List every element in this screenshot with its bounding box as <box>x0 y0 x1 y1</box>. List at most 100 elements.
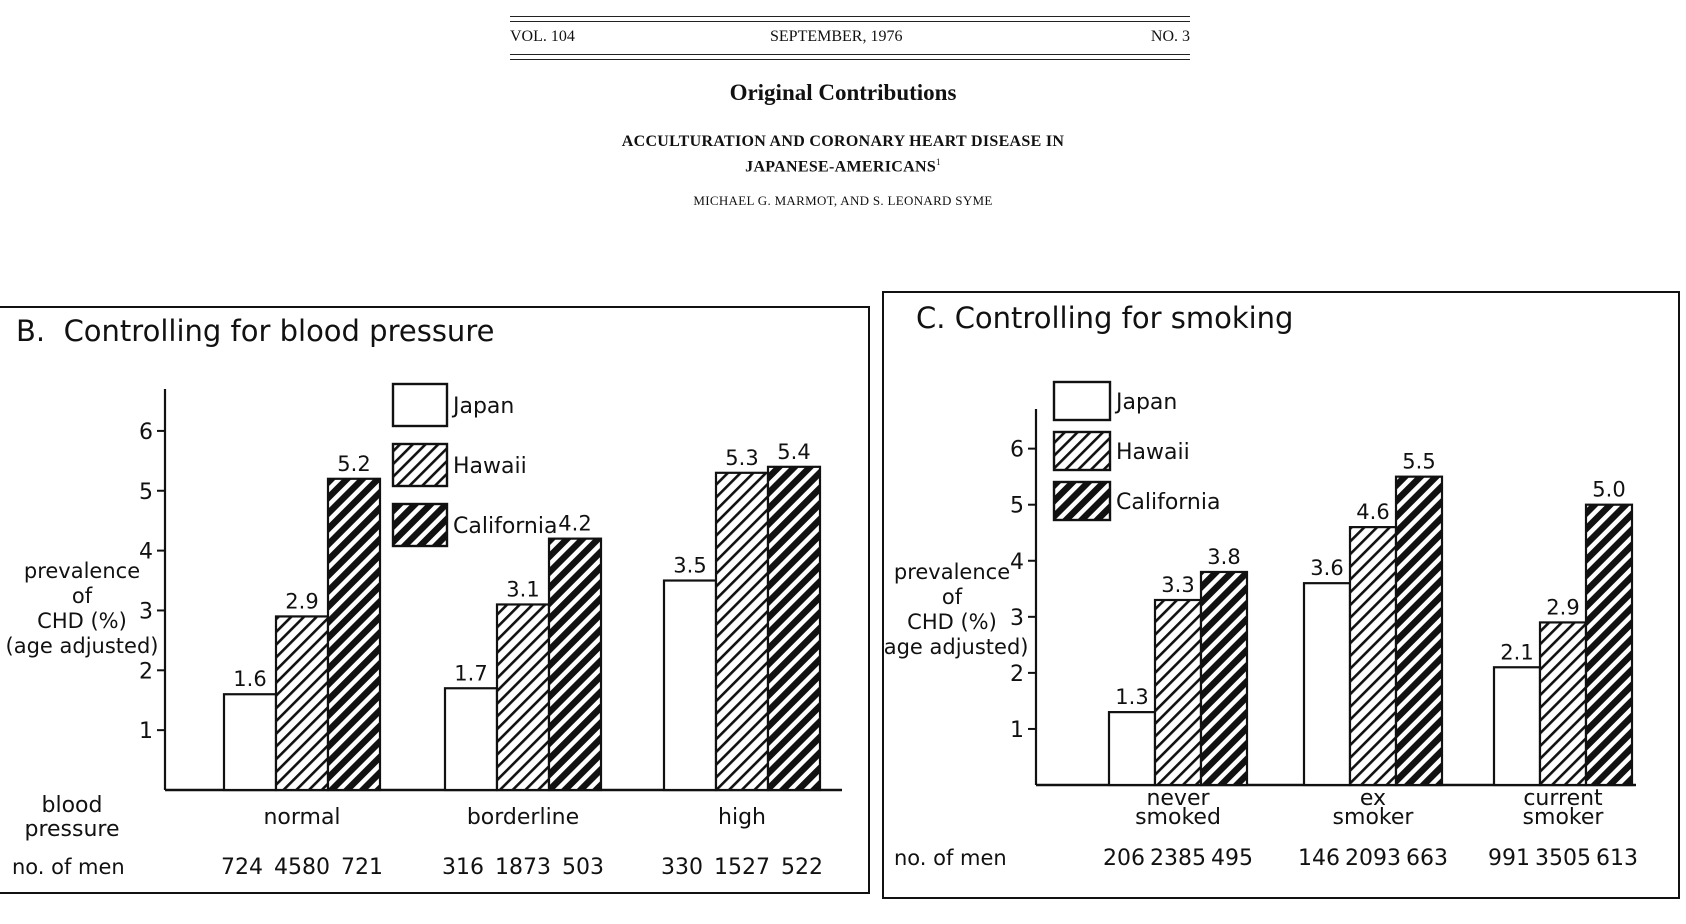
count-value: 3505 <box>1535 846 1591 871</box>
x-category-label: smoked <box>1135 805 1221 830</box>
issue-date: SEPTEMBER, 1976 <box>770 28 903 45</box>
x-category-label: smoker <box>1333 805 1415 830</box>
count-value: 316 <box>442 855 484 880</box>
header-rule-bottom-2 <box>510 59 1190 60</box>
legend-label: Japan <box>1114 390 1177 415</box>
legend-swatch-california <box>391 502 449 548</box>
y-axis-label: prevalence <box>24 559 140 583</box>
y-axis-label: (age adjusted) <box>884 635 1028 659</box>
x-axis-label: blood <box>42 793 103 818</box>
bar-japan <box>662 579 718 792</box>
count-value: 613 <box>1596 846 1638 871</box>
issue-number: NO. 3 <box>1150 28 1190 45</box>
panel-title-text: Controlling for smoking <box>954 301 1294 335</box>
panel-title: B. Controlling for blood pressure <box>16 314 494 348</box>
count-value: 1873 <box>495 855 551 880</box>
bar-value-label: 3.6 <box>1310 556 1343 580</box>
x-category-label: current <box>1523 786 1603 811</box>
count-value: 495 <box>1211 846 1253 871</box>
legend-label: California <box>453 514 557 539</box>
panel-smoking: C. Controlling for smoking 1 2 3 4 5 6 prevale… <box>882 291 1680 899</box>
count-value: 2093 <box>1345 846 1401 871</box>
bar-value-label: 2.9 <box>285 589 318 613</box>
bar-value-label: 1.6 <box>233 667 266 691</box>
count-value: 4580 <box>274 855 330 880</box>
count-value: 1527 <box>714 855 770 880</box>
count-value: 503 <box>562 855 604 880</box>
bar-value-label: 3.8 <box>1207 545 1240 569</box>
bar-hawaii <box>495 603 551 792</box>
y-axis-label: CHD (%) <box>907 610 997 634</box>
bar-hawaii <box>1348 526 1398 787</box>
article-title-line-1: ACCULTURATION AND CORONARY HEART DISEASE… <box>621 133 1065 150</box>
author-line: MICHAEL G. MARMOT, AND S. LEONARD SYME <box>693 193 993 208</box>
bar-value-label: 3.5 <box>673 554 706 578</box>
legend-label: Hawaii <box>453 454 527 479</box>
bar-california <box>1394 475 1444 787</box>
y-tick-label: 4 <box>1010 550 1024 575</box>
article-title-text: JAPANESE-AMERICANS <box>745 158 937 176</box>
y-axis-label: (age adjusted) <box>6 634 159 658</box>
title-footnote-marker: 1 <box>936 157 941 167</box>
y-tick-label: 3 <box>139 599 153 624</box>
count-value: 991 <box>1488 846 1530 871</box>
y-tick-label: 3 <box>1010 606 1024 631</box>
bar-japan <box>222 693 278 792</box>
bar-value-label: 5.4 <box>777 440 810 464</box>
y-tick-label: 2 <box>139 659 153 684</box>
panel-title: C. Controlling for smoking <box>916 301 1293 335</box>
legend-label: California <box>1116 490 1220 515</box>
article-title-line-2: JAPANESE-AMERICANS1 <box>0 152 1686 177</box>
header-rule-top <box>510 16 1190 17</box>
count-value: 663 <box>1406 846 1448 871</box>
panel-letter: B. <box>16 314 46 348</box>
bar-hawaii <box>1538 621 1588 787</box>
bar-value-label: 3.3 <box>1161 573 1194 597</box>
header-rule-bottom <box>510 54 1190 55</box>
panel-blood-pressure: B. Controlling for blood pressure 1 2 3 4 5 6… <box>0 306 870 894</box>
bar-japan <box>1107 711 1157 787</box>
x-category-label: borderline <box>467 805 579 830</box>
count-value: 522 <box>781 855 823 880</box>
y-axis-label: of <box>942 585 963 609</box>
y-tick-label: 5 <box>139 480 153 505</box>
bar-value-label: 4.6 <box>1356 500 1389 524</box>
y-tick-label: 6 <box>1010 438 1024 463</box>
legend-label: Hawaii <box>1116 440 1190 465</box>
bar-hawaii <box>274 615 330 792</box>
article-title: ACCULTURATION AND CORONARY HEART DISEASE… <box>0 131 1686 177</box>
bar-value-label: 2.9 <box>1546 595 1579 619</box>
bar-japan <box>1302 582 1352 787</box>
journal-header: VOL. 104 SEPTEMBER, 1976 NO. 3 <box>510 14 1190 64</box>
bar-value-label: 5.5 <box>1402 450 1435 474</box>
x-category-label: high <box>718 805 766 830</box>
count-value: 330 <box>661 855 703 880</box>
legend-swatch-hawaii <box>391 442 449 488</box>
legend-swatch-california <box>1052 480 1112 522</box>
bar-value-label: 1.7 <box>454 661 487 685</box>
bar-california <box>766 465 822 792</box>
x-category-label: normal <box>263 805 340 830</box>
count-row-label: no. of men <box>12 855 125 879</box>
volume-label: VOL. 104 <box>510 28 575 45</box>
bar-value-label: 3.1 <box>506 577 539 601</box>
bar-hawaii <box>1153 598 1203 787</box>
x-category-label: never <box>1146 786 1210 811</box>
y-tick-label: 4 <box>139 540 153 565</box>
bar-japan <box>443 687 499 792</box>
panel-letter: C. <box>916 301 946 335</box>
count-value: 724 <box>221 855 263 880</box>
count-value: 206 <box>1103 846 1145 871</box>
y-tick-label: 6 <box>139 420 153 445</box>
y-tick-label: 5 <box>1010 494 1024 519</box>
bar-california <box>1584 503 1634 787</box>
y-tick-label: 2 <box>1010 662 1024 687</box>
y-tick-label: 1 <box>139 719 153 744</box>
y-axis-label: prevalence <box>894 560 1010 584</box>
legend-swatch-japan <box>391 382 449 428</box>
bar-california <box>1199 570 1249 787</box>
y-tick-label: 1 <box>1010 718 1024 743</box>
count-value: 2385 <box>1150 846 1206 871</box>
bar-value-label: 5.3 <box>725 446 758 470</box>
